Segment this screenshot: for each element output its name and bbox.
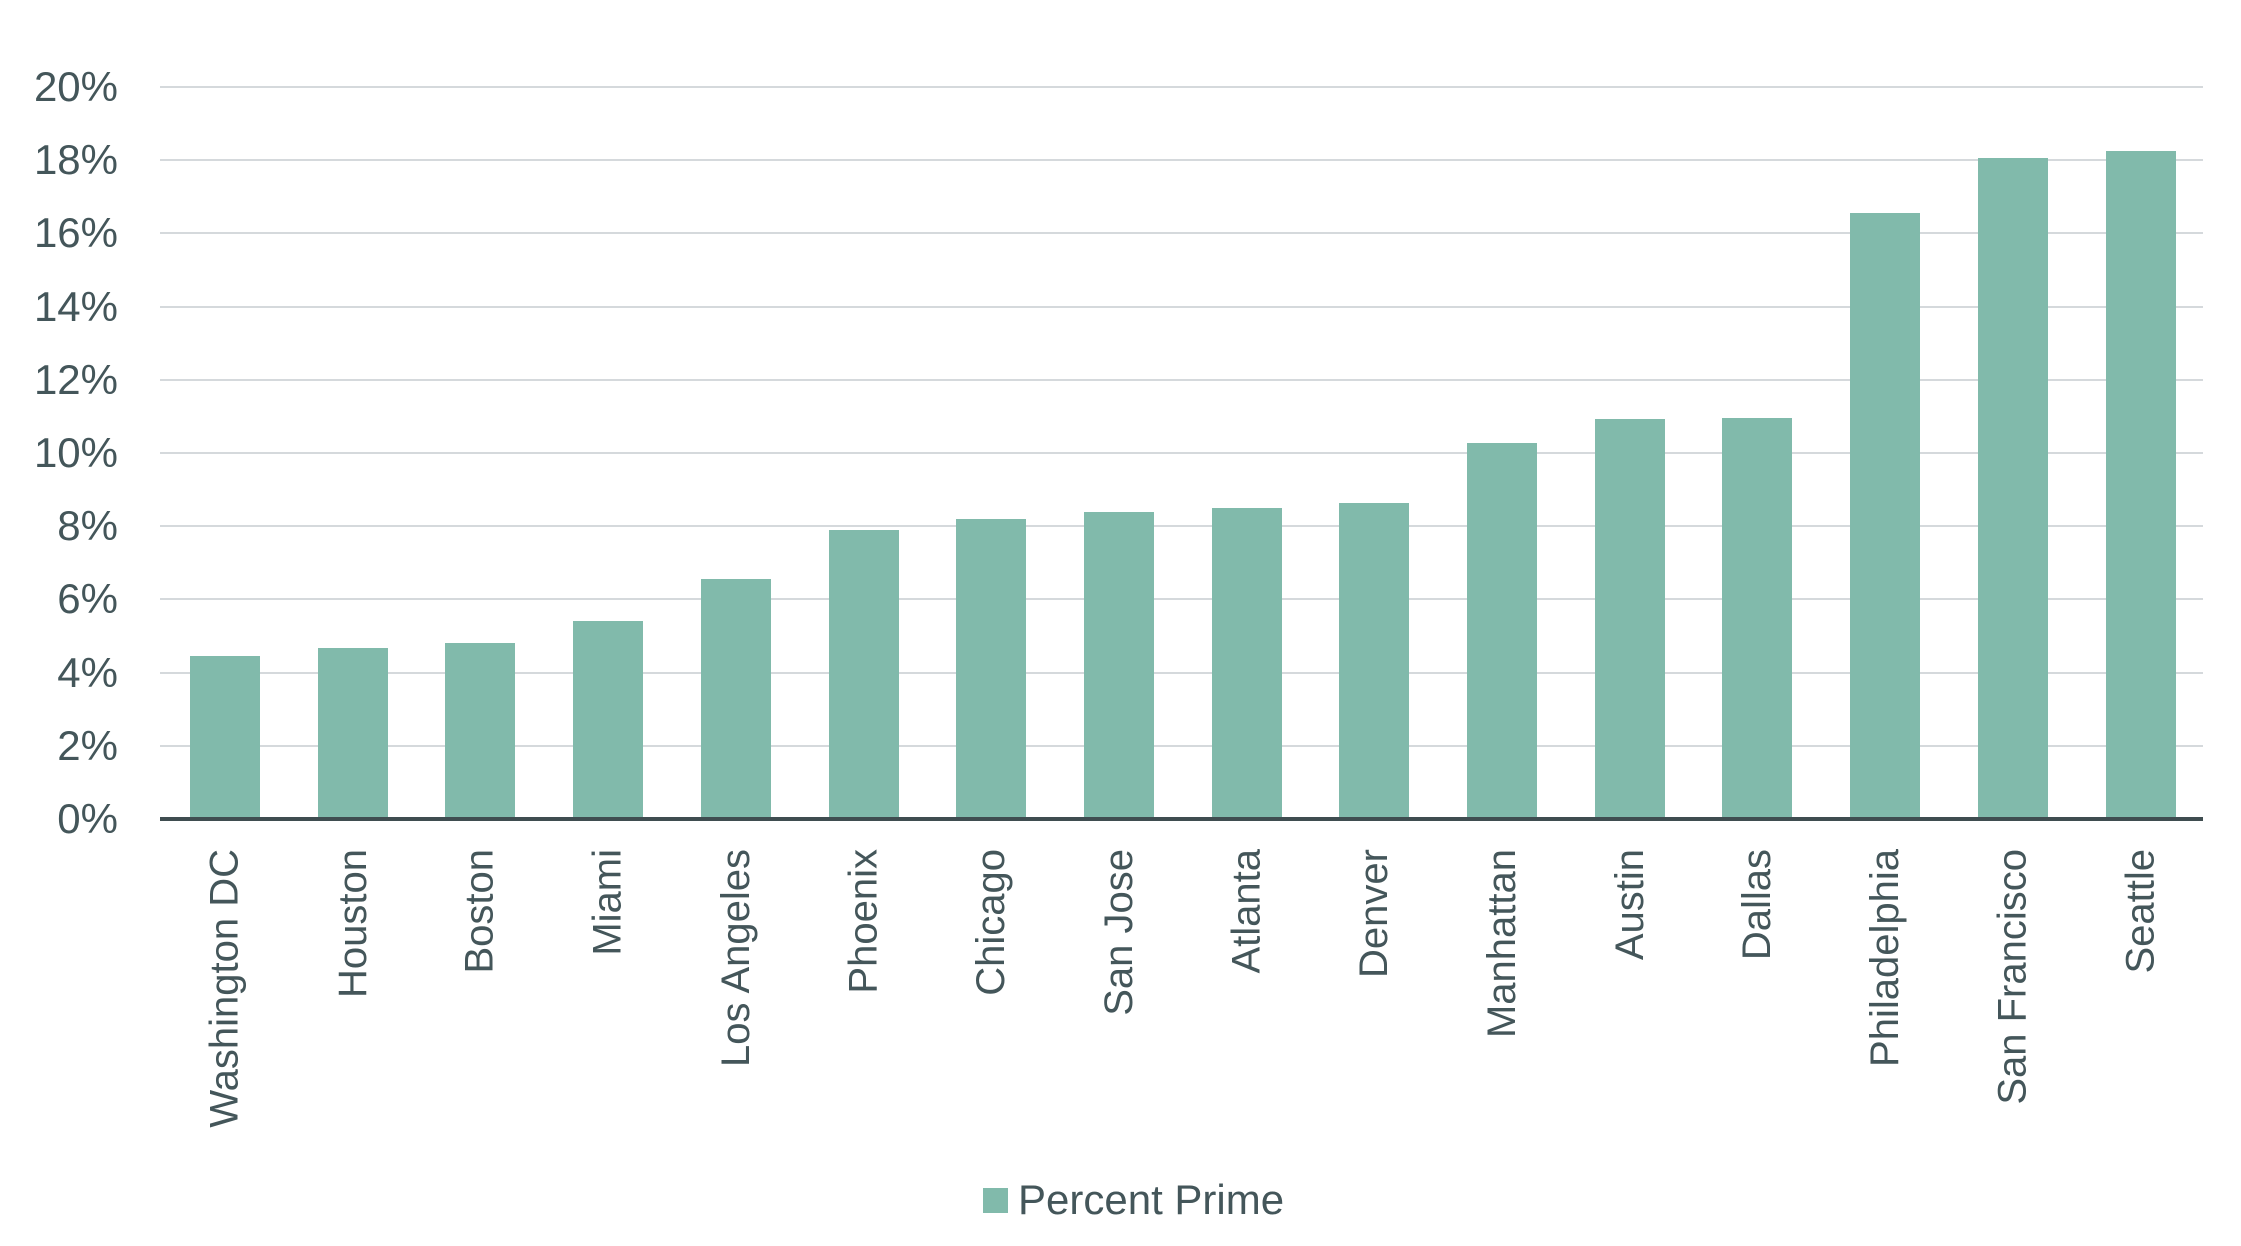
x-tick-label: Philadelphia: [1863, 849, 1908, 1067]
x-tick-label: Washington DC: [202, 849, 247, 1128]
bar: [700, 579, 771, 819]
x-axis-line: [160, 817, 2203, 821]
x-tick-label: Phoenix: [841, 849, 886, 994]
x-tick-label: Boston: [457, 849, 502, 974]
x-tick-label: San Jose: [1096, 849, 1141, 1016]
y-tick-label: 10%: [33, 429, 118, 476]
x-tick-label: Manhattan: [1480, 849, 1525, 1039]
bar: [1722, 417, 1793, 819]
y-tick-label: 4%: [57, 648, 118, 696]
gridline: [160, 525, 2203, 528]
bar: [190, 655, 260, 819]
bar: [1977, 157, 2048, 819]
bar: [317, 647, 388, 819]
bar: [1211, 508, 1282, 819]
bar: [445, 642, 516, 819]
y-tick-label: 0%: [57, 795, 118, 842]
bar: [1083, 512, 1154, 819]
y-tick-label: 2%: [57, 721, 118, 769]
y-tick-label: 14%: [33, 282, 118, 330]
bar: [828, 530, 899, 819]
bar: [573, 620, 644, 819]
y-tick-label: 16%: [33, 209, 118, 257]
x-tick-label: Miami: [585, 849, 630, 956]
x-tick-label: Houston: [330, 849, 375, 998]
gridline: [160, 159, 2203, 162]
legend: Percent Prime: [983, 1176, 1284, 1224]
y-tick-label: 6%: [57, 575, 118, 623]
bar: [1850, 212, 1921, 819]
x-tick-label: Seattle: [2118, 849, 2163, 974]
gridline: [160, 86, 2203, 88]
gridline: [160, 744, 2203, 747]
x-tick-label: Chicago: [968, 849, 1013, 996]
y-tick-label: 20%: [33, 63, 118, 110]
x-tick-label: Los Angeles: [713, 849, 758, 1067]
bar: [2105, 151, 2176, 819]
legend-label: Percent Prime: [1018, 1176, 1285, 1223]
bar: [1467, 443, 1537, 819]
gridline: [160, 671, 2203, 674]
y-tick-label: 8%: [57, 502, 118, 550]
gridline: [160, 378, 2203, 381]
gridline: [160, 598, 2203, 601]
y-tick-label: 12%: [33, 355, 118, 403]
legend-swatch: [983, 1187, 1008, 1213]
x-tick-label: Atlanta: [1224, 849, 1269, 974]
x-tick-label: Denver: [1352, 849, 1397, 978]
bar: [1594, 418, 1665, 819]
gridline: [160, 232, 2203, 235]
gridline: [160, 452, 2203, 454]
bar: [956, 519, 1027, 819]
x-tick-label: San Francisco: [1990, 849, 2035, 1105]
x-tick-label: Austin: [1607, 849, 1652, 961]
x-tick-label: Dallas: [1735, 849, 1780, 961]
bar: [1339, 502, 1410, 819]
gridline: [160, 305, 2203, 308]
y-tick-label: 18%: [33, 136, 118, 184]
